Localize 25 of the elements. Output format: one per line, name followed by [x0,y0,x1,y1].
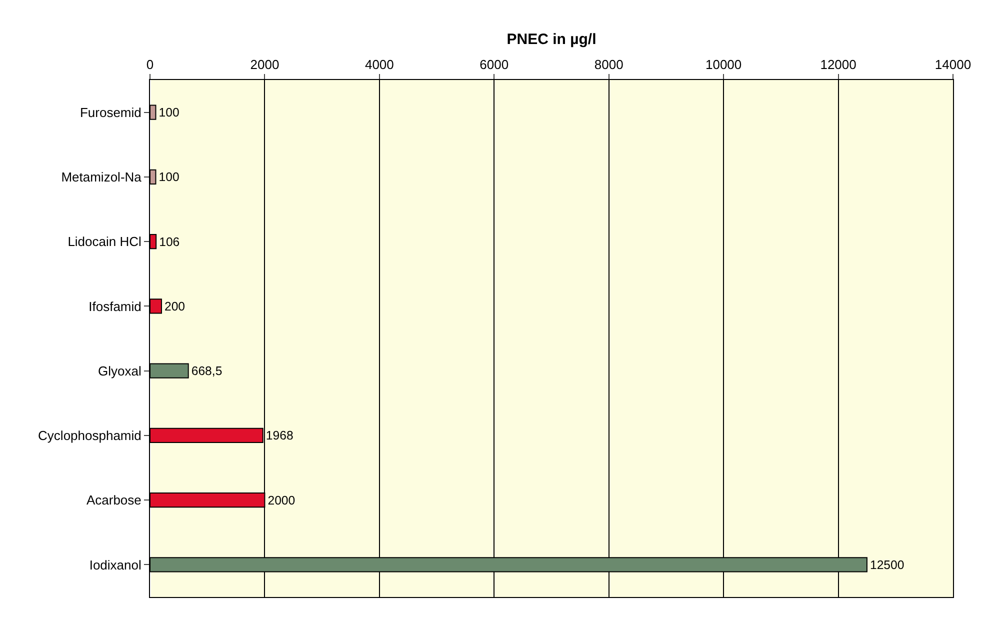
y-tick-label: Acarbose [86,492,142,508]
data-label: 100 [158,106,180,120]
x-axis-title: PNEC in µg/l [506,31,596,48]
y-tick-label: Glyoxal [98,363,142,378]
data-label: 2000 [268,493,296,508]
data-label: 1968 [266,428,294,443]
y-tick-label: Metamizol-Na [61,169,142,184]
x-tick-label: 0 [146,56,154,72]
x-tick-label: 4000 [364,56,394,72]
y-tick-label: Cyclophosphamid [38,428,142,443]
y-tick-label: Furosemid [80,104,142,120]
data-label: 100 [158,170,180,184]
x-tick-label: 10000 [705,56,742,72]
y-tick-label: Ifosfamid [88,298,142,314]
y-tick-label: Iodixanol [89,557,142,572]
y-tick-label: Lidocain HCl [68,234,142,250]
data-label: 668,5 [191,364,222,378]
x-tick-label: 12000 [820,56,856,72]
x-tick-label: 8000 [594,56,624,72]
data-label: 106 [159,234,180,249]
x-tick-label: 2000 [250,56,280,72]
x-tick-label: 14000 [934,56,972,72]
x-tick-label: 6000 [480,56,509,72]
data-label: 12500 [870,558,904,572]
data-label: 200 [164,299,186,314]
